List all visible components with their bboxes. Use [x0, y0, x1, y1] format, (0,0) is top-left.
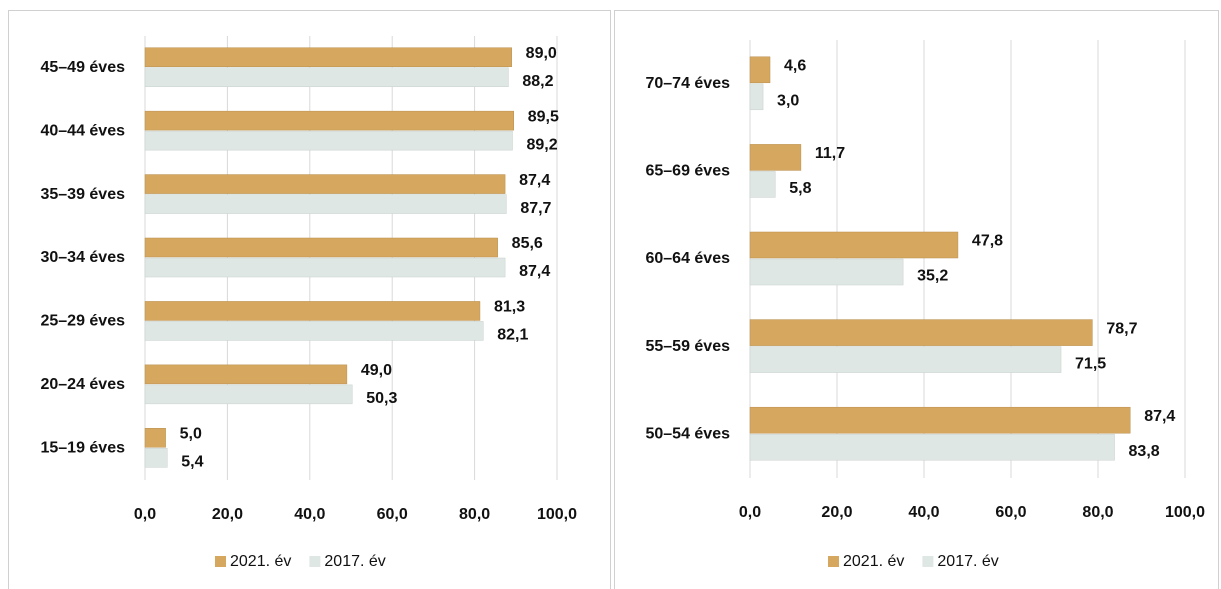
- value-label: 81,3: [494, 299, 525, 316]
- y-tick-label: 15–19 éves: [40, 440, 125, 457]
- bar: [144, 384, 353, 405]
- x-tick-label: 40,0: [908, 504, 939, 521]
- bar: [749, 258, 904, 286]
- value-label: 50,3: [366, 390, 397, 407]
- x-tick-label: 20,0: [212, 506, 243, 523]
- x-tick-label: 100,0: [1165, 504, 1205, 521]
- value-label: 5,0: [180, 426, 202, 443]
- legend-swatch: [828, 556, 839, 567]
- value-label: 85,6: [512, 235, 543, 252]
- bar: [144, 110, 514, 131]
- bar: [144, 237, 498, 258]
- value-label: 4,6: [784, 58, 806, 75]
- x-tick-label: 60,0: [995, 504, 1026, 521]
- y-tick-label: 45–49 éves: [40, 59, 125, 76]
- x-tick-label: 40,0: [294, 506, 325, 523]
- y-tick-label: 60–64 éves: [645, 250, 730, 267]
- value-label: 78,7: [1106, 320, 1137, 337]
- value-label: 5,4: [181, 454, 203, 471]
- bar: [144, 194, 507, 214]
- bar: [749, 406, 1131, 434]
- x-tick-label: 100,0: [537, 506, 577, 523]
- bar: [749, 56, 771, 84]
- legend-swatch: [309, 556, 321, 567]
- value-label: 71,5: [1075, 355, 1106, 372]
- bar: [749, 83, 764, 111]
- legend-swatch: [215, 556, 226, 567]
- bar: [749, 171, 776, 198]
- value-label: 49,0: [361, 362, 392, 379]
- value-label: 87,4: [1144, 408, 1175, 425]
- value-label: 83,8: [1129, 443, 1160, 460]
- legend-label: 2017. év: [937, 553, 998, 570]
- y-tick-label: 25–29 éves: [40, 313, 125, 330]
- y-tick-label: 30–34 éves: [40, 249, 125, 266]
- bar: [749, 231, 959, 259]
- y-tick-label: 55–59 éves: [645, 338, 730, 355]
- legend-swatch: [922, 556, 934, 567]
- value-label: 89,2: [527, 136, 558, 153]
- value-label: 3,0: [777, 93, 799, 110]
- value-label: 47,8: [972, 233, 1003, 250]
- legend-label: 2017. év: [324, 553, 385, 570]
- y-tick-label: 40–44 éves: [40, 122, 125, 139]
- value-label: 89,0: [526, 45, 557, 62]
- bar: [144, 428, 166, 448]
- value-label: 11,7: [815, 145, 845, 162]
- x-tick-label: 80,0: [459, 506, 490, 523]
- x-tick-label: 60,0: [377, 506, 408, 523]
- value-label: 88,2: [522, 73, 553, 90]
- bar: [144, 130, 513, 151]
- value-label: 87,4: [519, 172, 550, 189]
- bar: [749, 144, 802, 171]
- x-tick-label: 0,0: [739, 504, 761, 521]
- legend-label: 2021. év: [230, 553, 291, 570]
- bar: [144, 364, 348, 385]
- bar: [144, 174, 506, 194]
- value-label: 87,4: [519, 263, 550, 280]
- panel-border: [8, 10, 611, 589]
- bar: [749, 433, 1115, 461]
- legend-label: 2021. év: [843, 553, 904, 570]
- value-label: 89,5: [528, 108, 559, 125]
- value-label: 35,2: [917, 268, 948, 285]
- y-tick-label: 35–39 éves: [40, 186, 125, 203]
- bar: [144, 301, 481, 321]
- bar: [144, 257, 506, 278]
- bar: [144, 47, 512, 67]
- y-tick-label: 20–24 éves: [40, 376, 125, 393]
- bar: [144, 67, 509, 87]
- x-tick-label: 0,0: [134, 506, 156, 523]
- value-label: 82,1: [497, 327, 528, 344]
- bar: [749, 319, 1093, 346]
- value-label: 87,7: [520, 200, 551, 217]
- y-tick-label: 65–69 éves: [645, 163, 730, 180]
- bar: [144, 321, 484, 341]
- bar: [749, 346, 1062, 373]
- x-tick-label: 20,0: [821, 504, 852, 521]
- value-label: 5,8: [789, 180, 811, 197]
- x-tick-label: 80,0: [1082, 504, 1113, 521]
- y-tick-label: 50–54 éves: [645, 425, 730, 442]
- bar: [144, 448, 168, 468]
- panel-border: [614, 10, 1219, 589]
- y-tick-label: 70–74 éves: [645, 75, 730, 92]
